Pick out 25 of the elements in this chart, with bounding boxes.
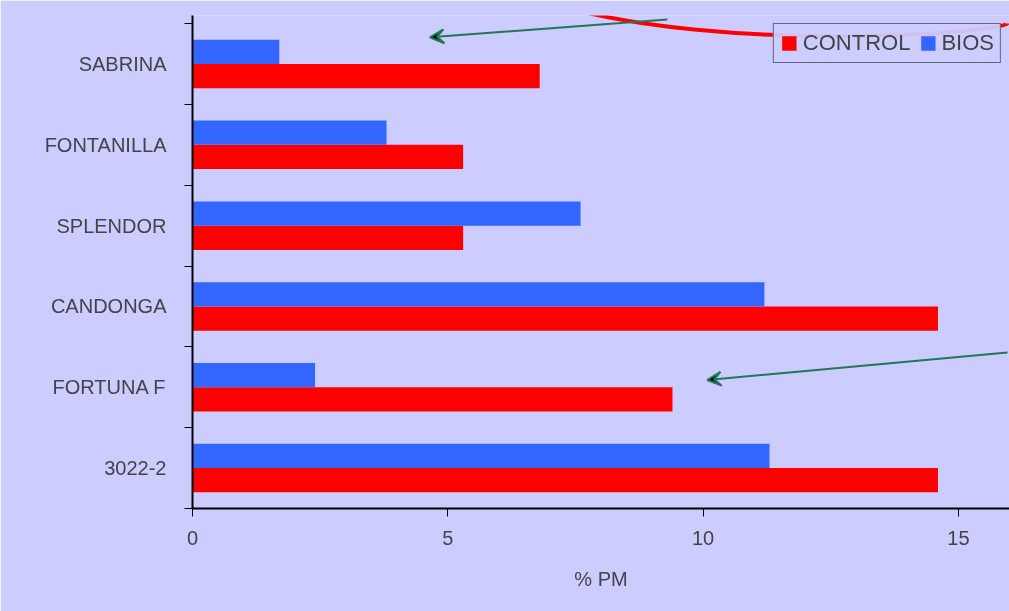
- bar: [192, 282, 765, 307]
- legend-label: CONTROL: [802, 30, 911, 56]
- bar: [192, 39, 280, 64]
- y-tick-label: FONTANILLA: [44, 133, 168, 156]
- x-tick-label: 5: [442, 526, 454, 549]
- y-tick-label: SPLENDOR: [56, 214, 167, 237]
- bar: [192, 468, 939, 493]
- bar: [192, 63, 540, 89]
- x-tick-label: 10: [692, 526, 715, 549]
- bar: [192, 201, 581, 226]
- bar: [192, 387, 673, 412]
- legend-label: BIOS: [941, 30, 994, 56]
- y-tick-label: SABRINA: [78, 52, 168, 75]
- bar: [192, 363, 316, 388]
- y-tick-label: FORTUNA F: [52, 376, 166, 399]
- bar: [192, 144, 464, 170]
- x-axis-title: % PM: [574, 567, 628, 590]
- y-tick-label: 3022-2: [104, 457, 167, 480]
- bar: [192, 443, 770, 469]
- bar: [192, 120, 387, 145]
- bar: [192, 225, 464, 250]
- bar: [192, 306, 939, 331]
- x-tick-label: 0: [186, 526, 199, 549]
- y-tick-label: CANDONGA: [50, 295, 168, 318]
- x-tick-label: 15: [947, 526, 970, 549]
